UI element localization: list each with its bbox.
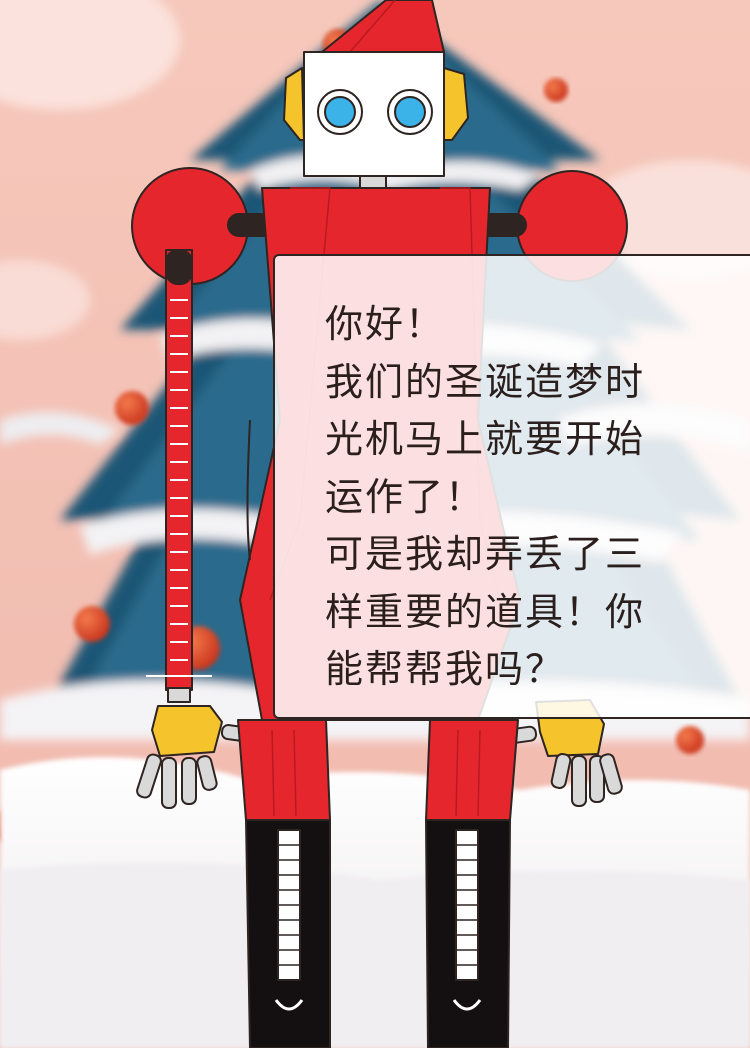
- dialog-message: 你好！ 我们的圣诞造梦时 光机马上就要开始 运作了！ 可是我却弄丢了三 样重要的…: [325, 296, 705, 699]
- snow-ground: [0, 757, 750, 1048]
- dialog-line: 能帮帮我吗？: [325, 647, 566, 691]
- dialog-line: 样重要的道具！你: [325, 589, 646, 634]
- dialog-box: 你好！ 我们的圣诞造梦时 光机马上就要开始 运作了！ 可是我却弄丢了三 样重要的…: [273, 254, 750, 719]
- dialog-line: 你好！: [325, 302, 446, 346]
- dialog-line: 运作了！: [325, 474, 486, 519]
- dialog-line: 光机马上就要开始: [325, 417, 646, 461]
- dialog-line: 可是我却弄丢了三: [325, 532, 646, 576]
- dialog-line: 我们的圣诞造梦时: [325, 359, 646, 404]
